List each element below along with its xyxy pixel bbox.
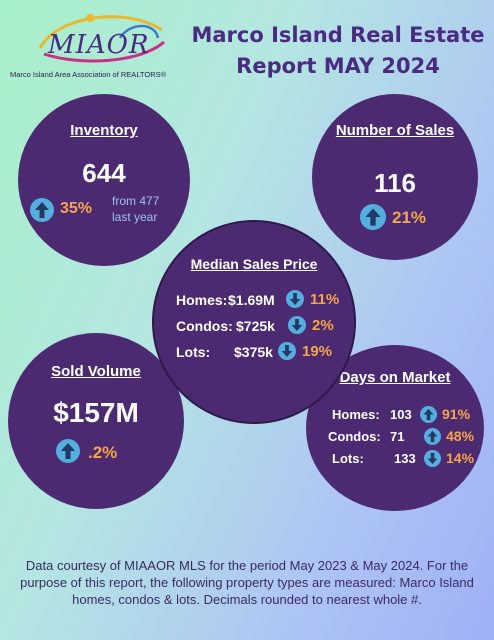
days-lots-down-arrow-icon (424, 450, 441, 467)
median-row-label: Homes: (176, 292, 228, 308)
days-row-change: 91% (442, 406, 471, 422)
median-row-value: $1.69M (228, 292, 275, 308)
sales-card: Number of Sales 116 21% (312, 94, 478, 260)
sales-value: 116 (374, 168, 416, 198)
logo-tagline: Marco Island Area Association of REALTOR… (10, 70, 167, 79)
miaaor-logo: MIAOR Marco Island Area Association of R… (10, 8, 190, 80)
inventory-note-line-1: from 477 (112, 194, 160, 208)
logo-swoosh-icon (38, 14, 165, 63)
footer-line-1: Data courtesy of MIAAOR MLS for the peri… (25, 558, 469, 573)
inventory-up-arrow-icon (30, 198, 54, 222)
median-row-change: 19% (302, 343, 333, 360)
median-row-change: 11% (310, 291, 340, 308)
page-title: Marco Island Real Estate Report MAY 2024 (190, 20, 486, 82)
footer-line-3: homes, condos & lots. Decimals rounded t… (72, 592, 422, 607)
median-row-label: Lots: (176, 344, 211, 360)
inventory-card: Inventory 644 35% from 477 last year (18, 94, 190, 266)
volume-change: .2% (88, 443, 118, 462)
days-row-label: Lots: (332, 451, 364, 466)
days-condos-up-arrow-icon (424, 428, 441, 445)
inventory-label: Inventory (70, 122, 138, 139)
days-on-market-card: Days on Market Homes: 103 91% Condos: 71… (306, 345, 484, 511)
days-row-value: 133 (394, 451, 416, 466)
inventory-value: 644 (82, 158, 126, 188)
days-row-change: 14% (446, 450, 475, 466)
title-line-2: Report MAY 2024 (236, 54, 440, 78)
data-source-footer: Data courtesy of MIAAOR MLS for the peri… (12, 557, 482, 608)
logo-wordmark: MIAOR (48, 30, 150, 60)
inventory-change: 35% (60, 200, 93, 217)
inventory-note-line-2: last year (112, 210, 158, 224)
days-row-label: Condos: (328, 429, 381, 444)
sales-change: 21% (392, 208, 427, 227)
days-homes-up-arrow-icon (420, 406, 437, 423)
days-row-value: 71 (390, 429, 405, 444)
days-label: Days on Market (339, 369, 451, 386)
days-row-value: 103 (390, 407, 412, 422)
median-lots-down-arrow-icon (278, 342, 296, 360)
median-label: Median Sales Price (190, 256, 318, 272)
sales-label: Number of Sales (335, 122, 455, 139)
volume-card: Sold Volume $157M .2% (8, 333, 184, 509)
median-homes-down-arrow-icon (286, 290, 304, 308)
title-line-1: Marco Island Real Estate (191, 23, 485, 47)
days-row-label: Homes: (332, 407, 380, 422)
days-row-change: 48% (446, 428, 475, 444)
median-row-value: $375k (234, 344, 273, 360)
volume-label: Sold Volume (51, 363, 141, 380)
volume-value: $157M (53, 397, 139, 428)
volume-up-arrow-icon (56, 439, 80, 463)
footer-line-2: purpose of this report, the following pr… (20, 575, 474, 590)
median-row-change: 2% (312, 317, 334, 334)
sales-up-arrow-icon (360, 204, 386, 230)
median-row-value: $725k (236, 318, 275, 334)
median-price-card: Median Sales Price Homes: $1.69M 11% Con… (154, 222, 354, 422)
median-row-label: Condos: (176, 318, 233, 334)
median-condos-down-arrow-icon (288, 316, 306, 334)
